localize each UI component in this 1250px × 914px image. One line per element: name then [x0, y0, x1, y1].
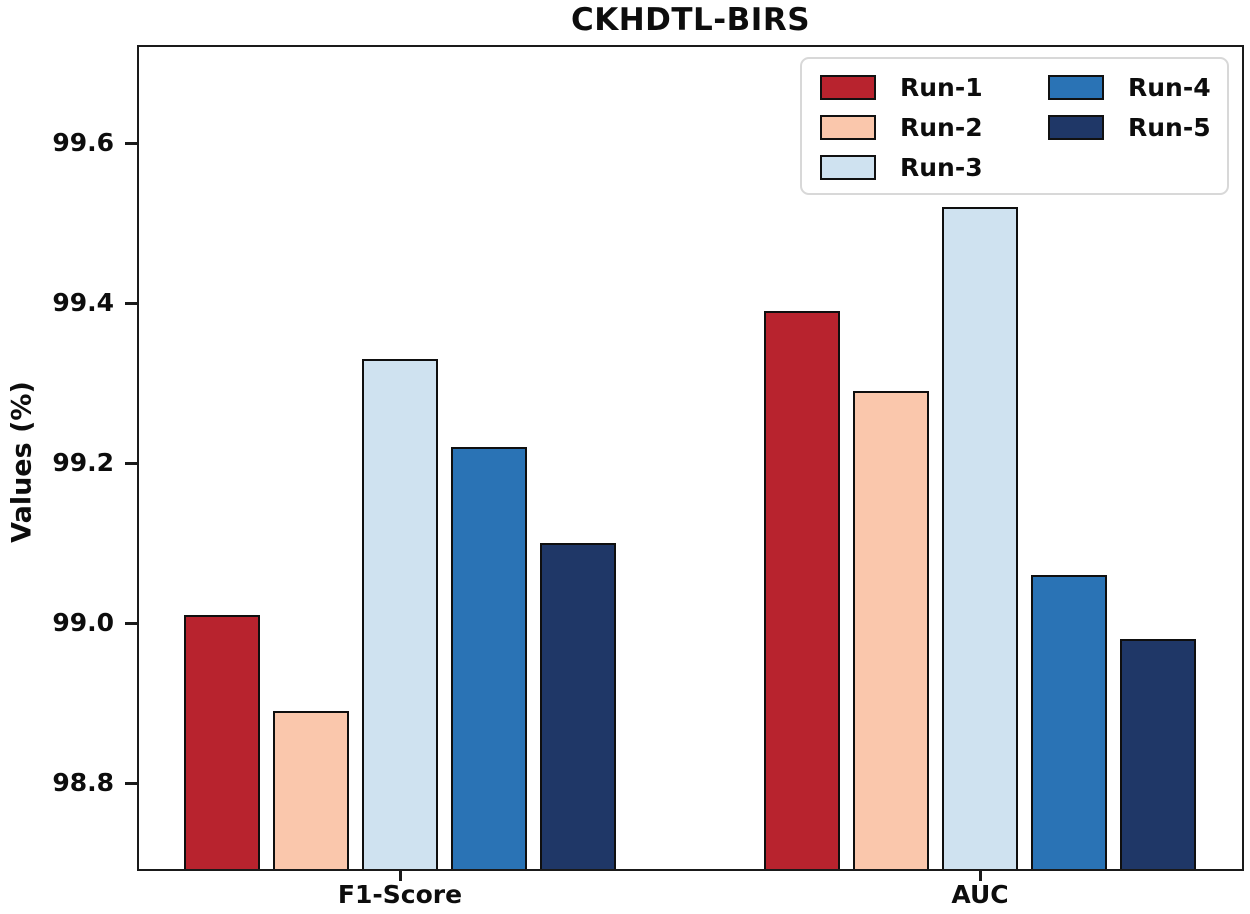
legend-swatch-run-3 [820, 154, 876, 180]
y-tick-label: 98.8 [52, 768, 114, 797]
y-tick-label: 99.6 [52, 128, 114, 157]
bar-auc-run-1 [763, 310, 840, 869]
y-tick-mark [125, 301, 137, 305]
x-tick-label-auc: AUC [951, 880, 1009, 909]
legend-label: Run-2 [900, 112, 983, 142]
y-tick-mark [125, 141, 137, 145]
legend-label: Run-3 [900, 152, 983, 182]
y-tick-mark [125, 781, 137, 785]
bar-auc-run-4 [1030, 574, 1107, 869]
legend-label: Run-5 [1128, 112, 1211, 142]
x-tick-mark [398, 871, 402, 881]
x-tick-mark [978, 871, 982, 881]
x-tick-label-f1-score: F1-Score [337, 880, 463, 909]
legend-swatch-run-5 [1048, 114, 1104, 140]
legend-swatch-run-2 [820, 114, 876, 140]
legend-label: Run-1 [900, 72, 983, 102]
bar-f1-score-run-5 [539, 542, 616, 869]
legend-item-run-5: Run-5 [1048, 107, 1250, 147]
y-tick-mark [125, 621, 137, 625]
legend-item-run-3: Run-3 [820, 147, 1048, 187]
bar-f1-score-run-2 [272, 710, 349, 869]
legend: Run-1 Run-2 Run-3 Run-4 Run-5 [800, 57, 1229, 195]
bar-auc-run-2 [852, 390, 929, 869]
legend-item-run-2: Run-2 [820, 107, 1048, 147]
bar-f1-score-run-3 [361, 358, 438, 869]
legend-label: Run-4 [1128, 72, 1211, 102]
legend-item-run-4: Run-4 [1048, 67, 1250, 107]
legend-swatch-run-1 [820, 74, 876, 100]
y-tick-label: 99.0 [52, 608, 114, 637]
plot-inner [139, 47, 1242, 869]
y-tick-label: 99.4 [52, 288, 114, 317]
legend-item-run-1: Run-1 [820, 67, 1048, 107]
bar-f1-score-run-1 [183, 614, 260, 869]
bar-auc-run-5 [1119, 638, 1196, 869]
y-tick-label: 99.2 [52, 448, 114, 477]
bar-auc-run-3 [941, 206, 1018, 869]
y-tick-mark [125, 461, 137, 465]
bar-f1-score-run-4 [450, 446, 527, 869]
legend-swatch-run-4 [1048, 74, 1104, 100]
chart-title: CKHDTL-BIRS [570, 2, 811, 38]
